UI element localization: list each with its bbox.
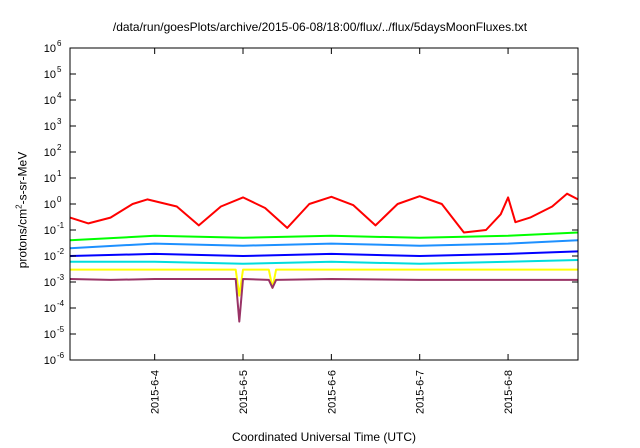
y-tick-label-6: 10: [44, 199, 56, 211]
series-line-1: [69, 192, 579, 234]
y-tick-label-1: 10: [44, 329, 56, 341]
y-tick-exponent-1: -5: [57, 325, 65, 334]
series-layer: [69, 192, 579, 323]
y-tick-exponent-8: 2: [57, 143, 62, 152]
series-line-6: [70, 268, 578, 297]
chart-title: /data/run/goesPlots/archive/2015-06-08/1…: [112, 20, 528, 34]
y-tick-label-0: 10: [44, 355, 56, 367]
y-tick-exponent-10: 4: [57, 91, 62, 100]
y-tick-label-2: 10: [44, 303, 56, 315]
y-tick-exponent-6: 0: [57, 195, 62, 204]
y-tick-exponent-9: 3: [57, 117, 62, 126]
x-tick-label-1: 2015-6-5: [238, 370, 250, 414]
y-tick-exponent-12: 6: [57, 39, 62, 48]
y-tick-exponent-5: -1: [57, 221, 65, 230]
y-tick-exponent-11: 5: [57, 65, 62, 74]
y-tick-label-9: 10: [44, 121, 56, 133]
plot-frame: [69, 47, 579, 361]
x-tick-label-4: 2015-6-8: [503, 370, 515, 414]
y-tick-exponent-3: -3: [57, 273, 65, 282]
y-tick-label-10: 10: [44, 95, 56, 107]
series-line-2: [69, 231, 579, 242]
y-tick-label-7: 10: [44, 173, 56, 185]
y-tick-exponent-4: -2: [57, 247, 65, 256]
series-line-5: [70, 259, 579, 265]
series-line-3: [69, 239, 579, 250]
x-tick-label-2: 2015-6-6: [326, 370, 338, 414]
series-line-7: [69, 278, 578, 323]
y-tick-label-11: 10: [44, 69, 56, 81]
y-tick-exponent-2: -4: [57, 299, 65, 308]
y-tick-label-12: 10: [44, 43, 56, 55]
y-tick-exponent-7: 1: [57, 169, 62, 178]
x-tick-label-0: 2015-6-4: [150, 370, 162, 414]
y-tick-label-3: 10: [44, 277, 56, 289]
x-axis-label: Coordinated Universal Time (UTC): [231, 430, 417, 444]
y-tick-label-5: 10: [44, 225, 56, 237]
x-tick-label-3: 2015-6-7: [415, 370, 427, 414]
y-tick-label-8: 10: [44, 147, 56, 159]
series-line-4: [69, 250, 579, 257]
y-tick-exponent-0: -6: [57, 351, 65, 360]
y-tick-label-4: 10: [44, 251, 56, 263]
axis-layer: 10 -610 -510 -410 -310 -210 -110 010 110 210 310 41…: [44, 39, 578, 414]
